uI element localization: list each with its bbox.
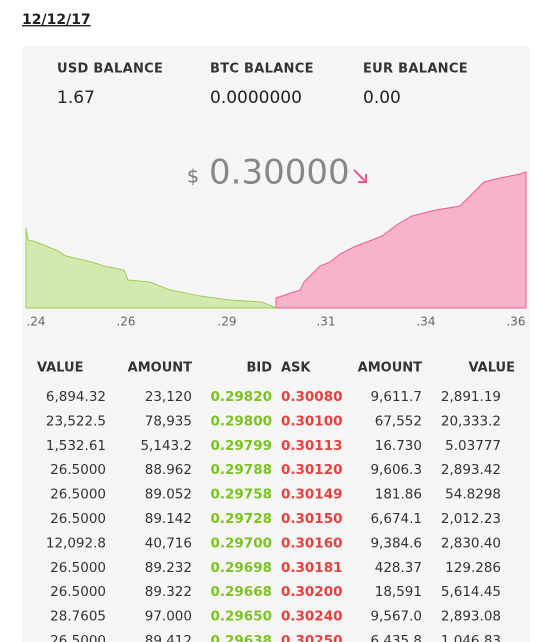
bid-price: 0.29758 (211, 487, 273, 503)
bid-amount: 97.000 (145, 609, 192, 625)
bid-price: 0.29650 (211, 609, 273, 625)
date-link[interactable]: 12/12/17 (22, 12, 91, 28)
bid-amount: 23,120 (145, 389, 192, 405)
column-header: VALUE (37, 361, 84, 376)
bid-amount: 78,935 (145, 413, 192, 429)
bid-value: 26.5000 (50, 633, 106, 642)
axis-label: .31 (316, 315, 335, 329)
bid-value: 26.5000 (50, 560, 106, 576)
ask-depth (275, 171, 527, 309)
bid-amount: 89.322 (145, 584, 192, 600)
ask-value: 2,893.42 (441, 462, 501, 478)
ask-amount: 9,606.3 (370, 462, 422, 478)
bid-price: 0.29788 (211, 462, 273, 478)
price-arrow (353, 169, 367, 183)
price-value: 0.30000 (209, 153, 350, 193)
ask-value: 2,893.08 (441, 609, 501, 625)
column-header: BID (246, 361, 272, 376)
balance-value: 1.67 (57, 88, 95, 108)
column-header: VALUE (469, 361, 516, 376)
panel (22, 46, 530, 642)
column-header: AMOUNT (128, 361, 192, 376)
bid-price: 0.29820 (211, 389, 273, 405)
balance-label: USD BALANCE (57, 62, 163, 77)
ask-amount: 6,674.1 (370, 511, 422, 527)
ask-price: 0.30160 (281, 535, 343, 551)
ask-value: 20,333.2 (441, 413, 501, 429)
bid-amount: 88.962 (145, 462, 192, 478)
ask-value: 54.8298 (445, 487, 501, 503)
bid-price: 0.29728 (211, 511, 273, 527)
ask-price: 0.30080 (281, 389, 343, 405)
bid-amount: 40,716 (145, 535, 192, 551)
balances: USD BALANCE 1.67 BTC BALANCE 0.0000000 EUR B… (57, 62, 468, 109)
bid-price: 0.29638 (211, 633, 273, 642)
ask-amount: 428.37 (375, 560, 422, 576)
axis-label: .36 (506, 315, 525, 329)
axis-label: .24 (26, 315, 45, 329)
bid-value: 26.5000 (50, 462, 106, 478)
ask-amount: 9,384.6 (370, 535, 422, 551)
ask-value: 2,830.40 (441, 535, 501, 551)
ask-price: 0.30181 (281, 560, 343, 576)
ask-price: 0.30200 (281, 584, 343, 600)
bid-depth (25, 227, 277, 309)
bid-price: 0.29668 (211, 584, 273, 600)
bid-value: 26.5000 (50, 584, 106, 600)
ask-value: 5,614.45 (441, 584, 501, 600)
ask-value: 2,012.23 (441, 511, 501, 527)
ask-value: 129.286 (445, 560, 501, 576)
bid-amount: 89.232 (145, 560, 192, 576)
ask-price: 0.30240 (281, 609, 343, 625)
bid-value: 23,522.5 (46, 413, 106, 429)
order-book: VALUE AMOUNT BID ASK AMOUNT VALUE 6,894.32 23,1… (37, 361, 515, 642)
bid-price: 0.29799 (211, 438, 273, 454)
ask-value: 2,891.19 (441, 389, 501, 405)
depth-axis: .24 .26 .29 .31 .34 .36 (26, 315, 525, 329)
ask-price: 0.30113 (281, 438, 343, 454)
ask-amount: 9,567.0 (370, 609, 422, 625)
ask-price: 0.30150 (281, 511, 343, 527)
balance-value: 0.0000000 (210, 88, 302, 108)
axis-label: .29 (217, 315, 236, 329)
bid-price: 0.29800 (211, 413, 273, 429)
bid-amount: 89.412 (145, 633, 192, 642)
ask-value: 1,046.83 (441, 633, 501, 642)
ask-price: 0.30120 (281, 462, 343, 478)
bid-price: 0.29700 (211, 535, 273, 551)
ask-value: 5.03777 (445, 438, 501, 454)
bid-price: 0.29698 (211, 560, 273, 576)
ask-amount: 6,435.8 (370, 633, 422, 642)
balance-value: 0.00 (363, 88, 401, 108)
axis-label: .34 (416, 315, 435, 329)
ask-amount: 18,591 (375, 584, 422, 600)
ask-price: 0.30250 (281, 633, 343, 642)
bid-value: 12,092.8 (46, 535, 106, 551)
bid-value: 6,894.32 (46, 389, 106, 405)
column-header: ASK (281, 361, 311, 376)
bid-amount: 89.142 (145, 511, 192, 527)
ask-amount: 9,611.7 (370, 389, 422, 405)
bid-value: 26.5000 (50, 511, 106, 527)
ask-amount: 181.86 (375, 487, 422, 503)
balance-label: EUR BALANCE (363, 62, 468, 77)
bid-amount: 5,143.2 (140, 438, 192, 454)
balance-label: BTC BALANCE (210, 62, 314, 77)
ask-price: 0.30149 (281, 487, 343, 503)
bid-value: 28.7605 (50, 609, 106, 625)
column-header: AMOUNT (358, 361, 422, 376)
axis-label: .26 (116, 315, 135, 329)
bid-value: 1,532.61 (46, 438, 106, 454)
bid-value: 26.5000 (50, 487, 106, 503)
bid-amount: 89.052 (145, 487, 192, 503)
ask-price: 0.30100 (281, 413, 343, 429)
price-symbol: $ (187, 166, 199, 188)
ask-amount: 67,552 (375, 413, 422, 429)
ask-amount: 16.730 (375, 438, 422, 454)
